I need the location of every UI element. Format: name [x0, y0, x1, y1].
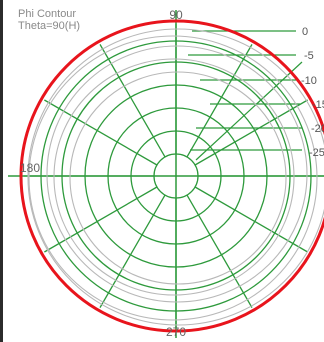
reference-traces	[27, 28, 324, 326]
radial-tick-label: -25	[309, 147, 324, 159]
reference-trace-3	[53, 58, 295, 296]
chart-title: Phi Contour Theta=90(H)	[18, 8, 80, 32]
grid-spoke-150	[186, 194, 253, 308]
reference-trace-4	[69, 71, 287, 285]
grid-spoke-300	[44, 99, 158, 166]
angular-tick-label: 90	[169, 8, 183, 22]
reference-trace-1	[28, 35, 318, 321]
reference-trace-0	[27, 28, 324, 326]
tick-labels: 90 180 270 0 -5 -10 -15 -20 -25	[20, 8, 324, 339]
tick-leader-6	[195, 61, 303, 161]
series-line	[19, 19, 324, 333]
grid-spoke-240	[44, 186, 158, 253]
series-layer	[19, 19, 324, 333]
grid-spoke-210	[99, 194, 166, 308]
radial-tick-label: -10	[301, 75, 317, 87]
grid-spoke-120	[194, 186, 308, 253]
polar-grid	[8, 10, 324, 338]
radial-tick-label: -5	[304, 50, 314, 62]
radial-tick-label: -15	[312, 99, 324, 111]
reference-trace-2	[46, 45, 308, 303]
radial-tick-label: -20	[311, 123, 324, 135]
radial-tick-label: 0	[302, 26, 308, 38]
chart-title-line-1: Phi Contour	[18, 8, 77, 20]
angular-tick-label: 270	[166, 325, 186, 339]
chart-title-line-2: Theta=90(H)	[18, 20, 81, 32]
angular-tick-label: 180	[20, 161, 40, 175]
grid-spoke-330	[99, 44, 166, 158]
grid-spoke-60	[194, 99, 308, 166]
left-border-rule	[0, 0, 3, 342]
